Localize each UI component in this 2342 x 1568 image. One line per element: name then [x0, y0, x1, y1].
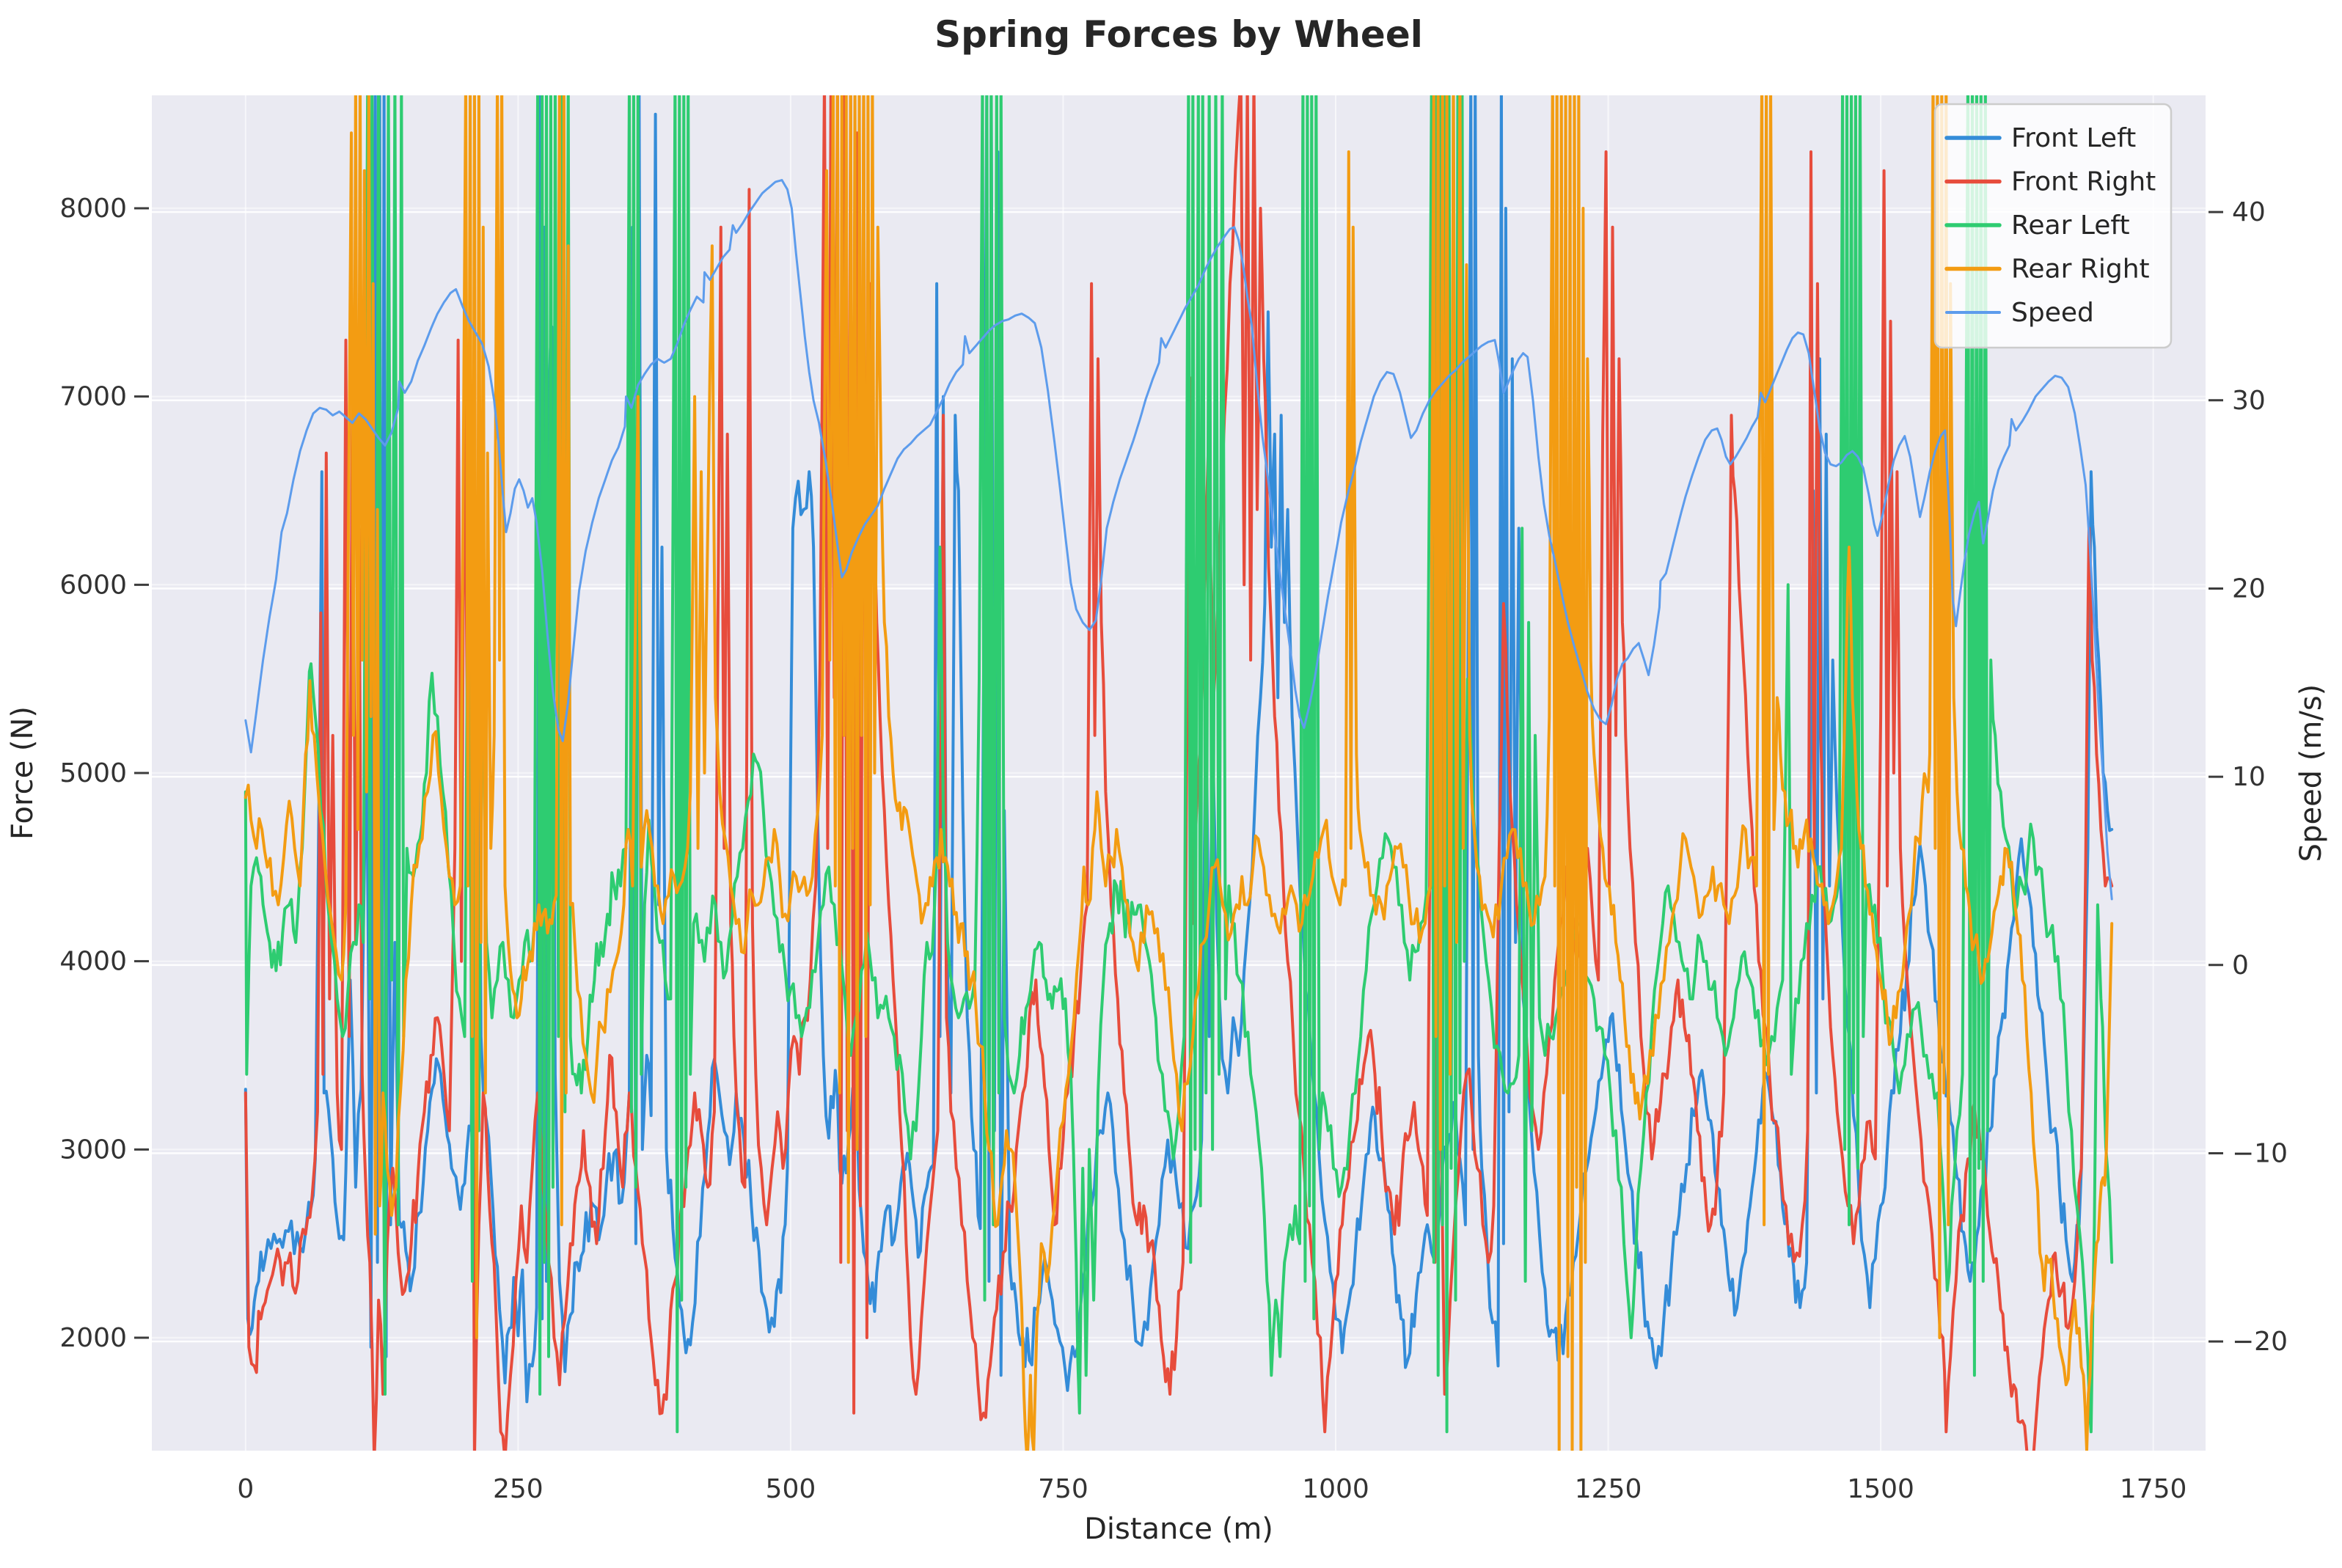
series-front-right-line [244, 95, 2114, 1451]
series-rear-right-line [244, 95, 2114, 1451]
x-tick-label: 750 [1038, 1474, 1088, 1504]
legend-box [1933, 103, 2173, 349]
left-y-axis-label: Force (N) [6, 706, 40, 840]
x-axis-label: Distance (m) [1084, 1512, 1273, 1546]
force-tick-label: 8000 [59, 194, 127, 224]
x-tick-label: 1250 [1575, 1474, 1642, 1504]
legend-label: Rear Right [2011, 254, 2150, 285]
legend-label: Rear Left [2011, 210, 2130, 241]
speed-tick-label: 40 [2232, 197, 2266, 227]
force-tick-label: 6000 [59, 570, 127, 600]
speed-tick-label: 30 [2232, 386, 2266, 416]
right-y-axis-label: Speed (m/s) [2294, 684, 2328, 862]
speed-tick-label: 20 [2232, 574, 2266, 604]
series-rear-left-line [244, 95, 2114, 1434]
x-tick-label: 250 [493, 1474, 544, 1504]
force-tick-label: 7000 [59, 382, 127, 412]
legend-label: Front Right [2011, 167, 2156, 197]
legend: Front Left Front Right Rear Left Rear Right… [1933, 103, 2173, 349]
legend-label: Front Left [2011, 123, 2136, 153]
x-tick-label: 500 [766, 1474, 816, 1504]
chart-title: Spring Forces by Wheel [934, 13, 1423, 56]
x-tick-label: 1500 [1847, 1474, 1914, 1504]
speed-tick-label: −20 [2232, 1327, 2288, 1357]
legend-label: Speed [2011, 298, 2094, 328]
force-tick-label: 3000 [59, 1135, 127, 1165]
force-tick-label: 5000 [59, 758, 127, 788]
force-tick-label: 4000 [59, 947, 127, 977]
ticks-layer: 2000300040005000600070008000−20−10010203… [59, 194, 2288, 1504]
series-layer [244, 95, 2114, 1451]
x-tick-label: 1000 [1302, 1474, 1369, 1504]
speed-tick-label: 10 [2232, 762, 2266, 792]
force-tick-label: 2000 [59, 1323, 127, 1353]
speed-tick-label: 0 [2232, 950, 2249, 981]
x-tick-label: 0 [237, 1474, 254, 1504]
series-speed-line [244, 179, 2113, 901]
speed-tick-label: −10 [2232, 1138, 2288, 1168]
x-tick-label: 1750 [2120, 1474, 2187, 1504]
